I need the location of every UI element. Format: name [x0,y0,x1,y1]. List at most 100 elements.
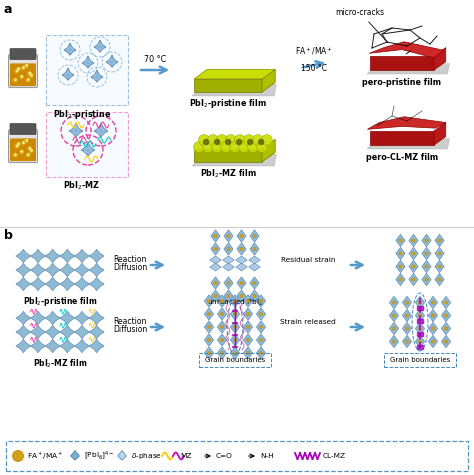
Circle shape [240,281,243,285]
Text: PbI$_2$-pristine film: PbI$_2$-pristine film [189,97,267,110]
Polygon shape [250,230,259,242]
Circle shape [207,352,210,355]
Circle shape [392,314,396,317]
Circle shape [226,134,237,145]
Circle shape [419,340,422,343]
Text: $\delta$-phase: $\delta$-phase [131,451,162,461]
Polygon shape [250,290,259,302]
Polygon shape [236,256,247,264]
Polygon shape [243,295,253,307]
Polygon shape [217,347,227,359]
Circle shape [405,301,409,304]
Text: PbI$_2$-MZ film: PbI$_2$-MZ film [200,167,256,180]
Circle shape [256,142,267,152]
Polygon shape [210,263,221,271]
FancyBboxPatch shape [9,55,37,87]
Circle shape [214,234,217,238]
Text: micro-cracks: micro-cracks [336,8,388,43]
Polygon shape [89,311,104,325]
Polygon shape [16,339,31,353]
Polygon shape [16,311,31,325]
Circle shape [15,144,18,149]
Circle shape [220,312,224,316]
Text: C=O: C=O [216,453,233,459]
Polygon shape [224,290,233,302]
Circle shape [259,352,263,355]
Polygon shape [256,334,266,346]
Polygon shape [45,339,60,353]
Polygon shape [74,325,90,339]
Circle shape [207,312,210,316]
Polygon shape [237,230,246,242]
Polygon shape [89,325,104,339]
Polygon shape [250,277,259,289]
Polygon shape [402,335,412,348]
Text: Reaction: Reaction [113,256,146,265]
Circle shape [21,66,25,70]
Circle shape [21,151,23,152]
Circle shape [15,69,18,74]
Circle shape [444,301,447,304]
Polygon shape [74,263,90,277]
Circle shape [419,301,422,304]
Circle shape [425,239,428,242]
Text: Grain boundaries: Grain boundaries [205,357,265,363]
Polygon shape [256,308,266,320]
Polygon shape [396,247,405,260]
Circle shape [246,312,250,316]
Circle shape [220,352,224,355]
Polygon shape [230,321,240,333]
Circle shape [23,142,24,143]
Circle shape [247,142,258,152]
Polygon shape [194,149,262,162]
Text: PbI$_2$-pristine: PbI$_2$-pristine [53,108,111,121]
Polygon shape [45,249,60,263]
Polygon shape [237,277,246,289]
Polygon shape [389,309,399,322]
Polygon shape [16,249,31,263]
Circle shape [246,299,250,303]
Polygon shape [367,64,449,74]
Circle shape [233,299,237,303]
Polygon shape [16,325,31,339]
Polygon shape [194,79,262,92]
Text: MZ: MZ [180,453,191,459]
Polygon shape [422,234,431,247]
Circle shape [220,299,224,303]
Circle shape [29,74,33,78]
Polygon shape [415,309,425,322]
Polygon shape [30,311,46,325]
Circle shape [18,143,19,144]
Circle shape [199,134,210,145]
Polygon shape [62,68,74,80]
Polygon shape [74,339,90,353]
Circle shape [26,140,27,141]
Polygon shape [370,56,434,70]
Circle shape [247,140,253,144]
Polygon shape [30,249,46,263]
Polygon shape [74,249,90,263]
Polygon shape [409,260,418,273]
Polygon shape [249,263,260,271]
Polygon shape [243,321,253,333]
Circle shape [16,142,20,146]
Polygon shape [435,273,444,286]
Polygon shape [45,325,60,339]
Polygon shape [211,290,220,302]
Polygon shape [422,247,431,260]
Text: a: a [4,3,12,16]
Circle shape [17,145,18,147]
Polygon shape [204,334,214,346]
Text: FA$^+$/MA$^+$: FA$^+$/MA$^+$ [27,450,64,462]
Polygon shape [30,325,46,339]
Bar [417,306,423,310]
Polygon shape [230,308,240,320]
Polygon shape [217,334,227,346]
Circle shape [23,67,24,68]
Text: FA$^+$/MA$^+$: FA$^+$/MA$^+$ [295,45,333,57]
Circle shape [17,70,18,72]
Circle shape [412,239,415,242]
Polygon shape [369,42,444,58]
Polygon shape [256,295,266,307]
Polygon shape [409,234,418,247]
